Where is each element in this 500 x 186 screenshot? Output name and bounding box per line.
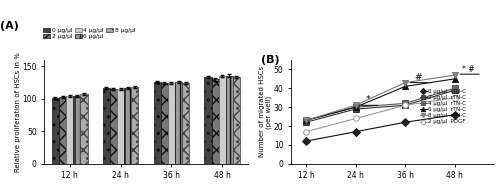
6 μg/μl  rTN-C [452,78,458,80]
6 μg/μl  rTN-C [352,106,358,108]
Bar [59,97,66,164]
0 μg/μl  rTN-C [303,140,309,142]
Line: 8 μg/μl  rTN-C: 8 μg/μl rTN-C [303,72,458,123]
2 μg/μl  rTN-C [303,121,309,123]
8 μg/μl  rTN-C [303,119,309,121]
Text: (B): (B) [260,55,279,65]
2 μg/μl  PDGF [303,131,309,133]
6 μg/μl  rTN-C [402,85,408,88]
Bar [103,88,110,164]
Legend: 0 μg/μl  rTN-C, 2 μg/μl  rTN-C, 4 μg/μl  rTN-C, 6 μg/μl  rTN-C, 8 μg/μl  rTN-C, : 0 μg/μl rTN-C, 2 μg/μl rTN-C, 4 μg/μl rT… [420,89,467,124]
Bar [218,76,226,164]
Bar [204,77,212,164]
4 μg/μl  rTN-C [452,87,458,89]
Bar [182,83,189,164]
2 μg/μl  PDGF [402,104,408,106]
Bar [124,88,131,164]
Bar [131,87,138,164]
Line: 4 μg/μl  rTN-C: 4 μg/μl rTN-C [303,86,458,123]
Line: 6 μg/μl  rTN-C: 6 μg/μl rTN-C [303,76,458,123]
Bar [154,82,160,164]
4 μg/μl  rTN-C [402,102,408,105]
Bar [52,98,59,164]
Text: * #: * # [462,65,475,74]
2 μg/μl  PDGF [352,117,358,120]
Bar [117,89,124,164]
8 μg/μl  rTN-C [402,81,408,84]
Line: 2 μg/μl  PDGF: 2 μg/μl PDGF [303,95,458,134]
Line: 2 μg/μl  rTN-C: 2 μg/μl rTN-C [303,87,458,125]
Line: 0 μg/μl  rTN-C: 0 μg/μl rTN-C [303,112,458,144]
Bar [212,79,218,164]
Bar [66,96,74,164]
Legend: 0 μg/μl, 2 μg/μl, 4 μg/μl, 6 μg/μl, 8 μg/μl: 0 μg/μl, 2 μg/μl, 4 μg/μl, 6 μg/μl, 8 μg… [43,28,136,39]
Bar [168,83,175,164]
Bar [80,94,87,164]
0 μg/μl  rTN-C [402,121,408,123]
6 μg/μl  rTN-C [303,119,309,121]
Bar [226,76,233,164]
Y-axis label: Relative proliferation of HSCs in %: Relative proliferation of HSCs in % [15,52,21,172]
Text: *: * [366,95,370,104]
2 μg/μl  rTN-C [352,108,358,110]
2 μg/μl  PDGF [452,97,458,99]
4 μg/μl  rTN-C [303,119,309,121]
Y-axis label: Number of migrated HSCs
(per well): Number of migrated HSCs (per well) [259,66,272,158]
Bar [110,89,117,164]
Text: (A): (A) [0,20,18,31]
0 μg/μl  rTN-C [452,114,458,116]
0 μg/μl  rTN-C [352,131,358,133]
2 μg/μl  rTN-C [452,89,458,91]
2 μg/μl  rTN-C [402,104,408,106]
Bar [233,77,240,164]
Bar [74,96,80,164]
4 μg/μl  rTN-C [352,106,358,108]
8 μg/μl  rTN-C [452,74,458,76]
8 μg/μl  rTN-C [352,104,358,106]
Bar [175,82,182,164]
Bar [160,83,168,164]
Text: #: # [414,73,422,82]
